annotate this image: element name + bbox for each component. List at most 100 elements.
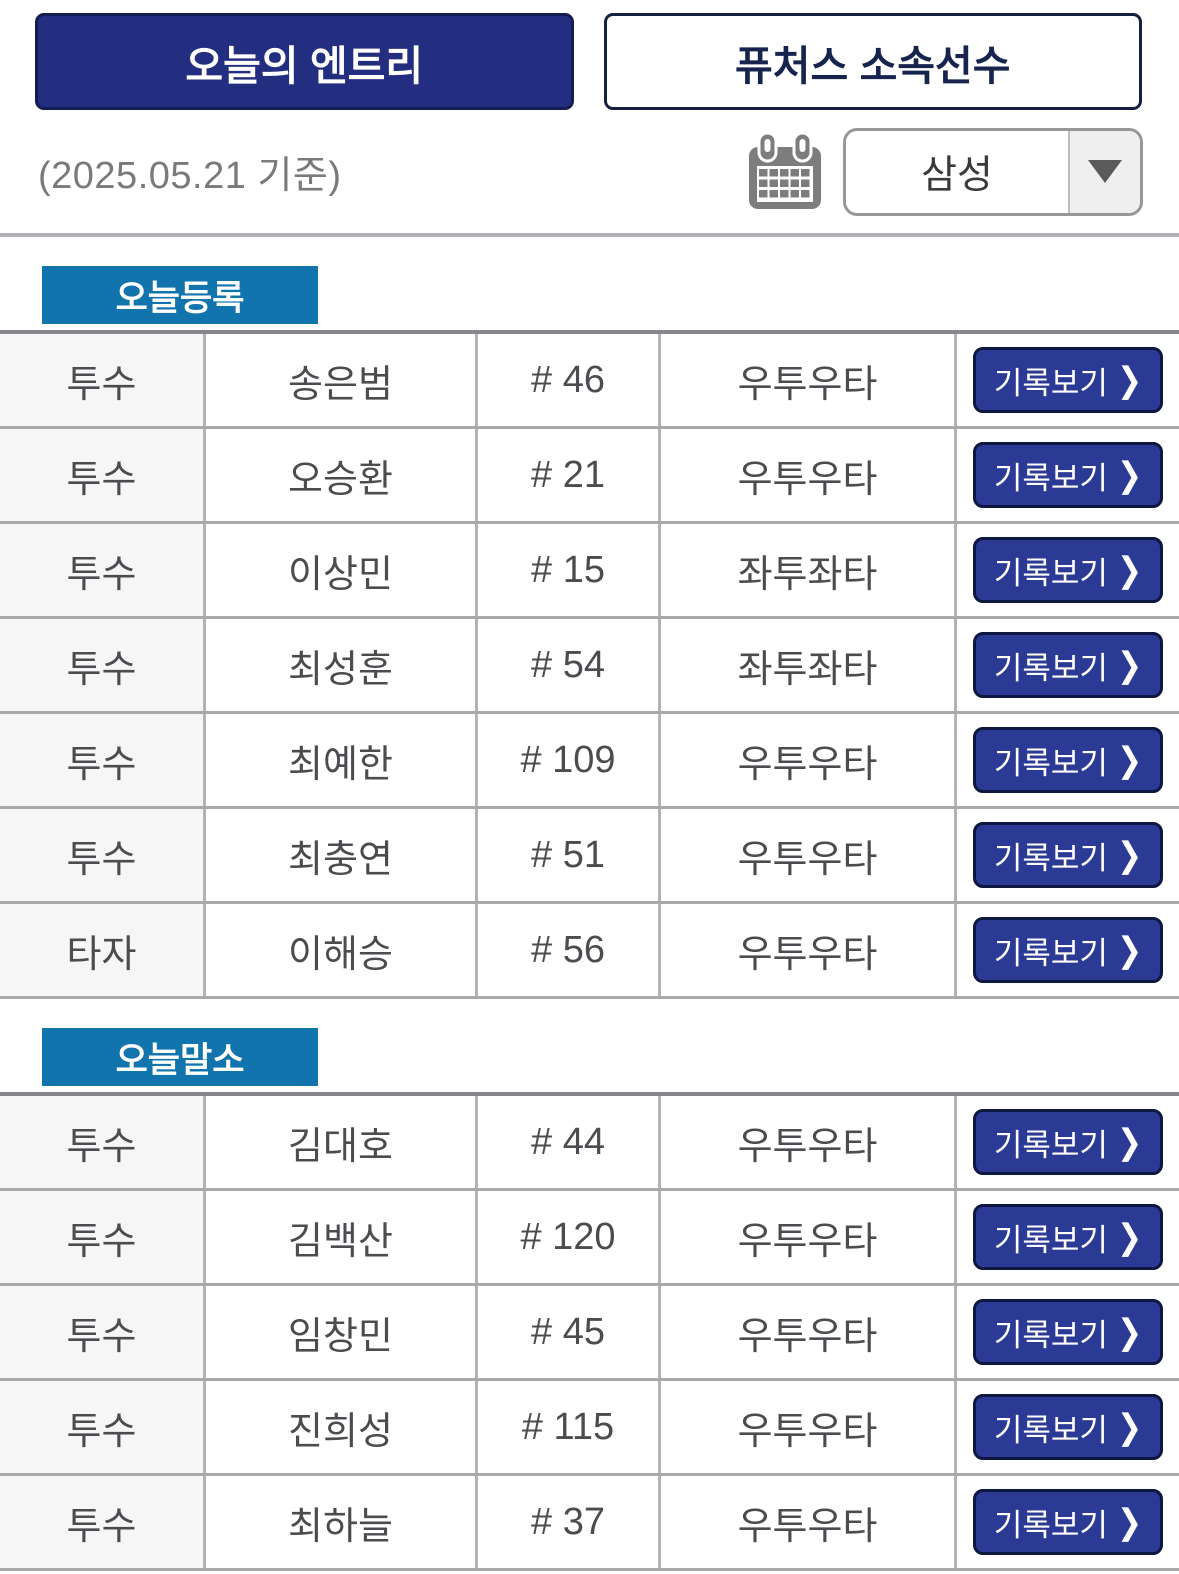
record-cell: 기록보기 ❯ bbox=[957, 1096, 1179, 1188]
record-cell: 기록보기 ❯ bbox=[957, 524, 1179, 616]
player-hands: 우투우타 bbox=[661, 429, 957, 521]
table-row: 투수 송은범 # 46 우투우타 기록보기 ❯ bbox=[0, 334, 1179, 429]
table-row: 투수 최하늘 # 37 우투우타 기록보기 ❯ bbox=[0, 1476, 1179, 1571]
player-hands: 우투우타 bbox=[661, 1381, 957, 1473]
player-position: 투수 bbox=[0, 714, 206, 806]
player-hands: 우투우타 bbox=[661, 1191, 957, 1283]
tab-today-entry[interactable]: 오늘의 엔트리 bbox=[35, 13, 574, 110]
chevron-right-icon: ❯ bbox=[1116, 1218, 1143, 1256]
record-view-button[interactable]: 기록보기 ❯ bbox=[973, 1109, 1163, 1175]
player-hands: 우투우타 bbox=[661, 1476, 957, 1568]
record-cell: 기록보기 ❯ bbox=[957, 619, 1179, 711]
chevron-right-icon: ❯ bbox=[1116, 646, 1143, 684]
player-position: 투수 bbox=[0, 1476, 206, 1568]
player-hands: 우투우타 bbox=[661, 714, 957, 806]
record-cell: 기록보기 ❯ bbox=[957, 1286, 1179, 1378]
record-view-label: 기록보기 bbox=[993, 365, 1108, 401]
table-row: 투수 진희성 # 115 우투우타 기록보기 ❯ bbox=[0, 1381, 1179, 1476]
chevron-down-icon bbox=[1088, 160, 1122, 183]
player-number: # 21 bbox=[478, 429, 661, 521]
record-view-button[interactable]: 기록보기 ❯ bbox=[973, 632, 1163, 698]
date-note: (2025.05.21 기준) bbox=[38, 155, 342, 197]
calendar-icon[interactable] bbox=[743, 131, 827, 213]
table-row: 투수 김대호 # 44 우투우타 기록보기 ❯ bbox=[0, 1096, 1179, 1191]
player-position: 투수 bbox=[0, 429, 206, 521]
section-badge: 오늘등록 bbox=[42, 266, 318, 324]
player-hands: 좌투좌타 bbox=[661, 619, 957, 711]
player-name: 임창민 bbox=[206, 1286, 478, 1378]
record-view-button[interactable]: 기록보기 ❯ bbox=[973, 1204, 1163, 1270]
chevron-right-icon: ❯ bbox=[1116, 741, 1143, 779]
record-view-label: 기록보기 bbox=[993, 1412, 1108, 1448]
record-view-label: 기록보기 bbox=[993, 460, 1108, 496]
record-view-button[interactable]: 기록보기 ❯ bbox=[973, 822, 1163, 888]
table-row: 투수 이상민 # 15 좌투좌타 기록보기 ❯ bbox=[0, 524, 1179, 619]
table-row: 타자 이해승 # 56 우투우타 기록보기 ❯ bbox=[0, 904, 1179, 999]
chevron-right-icon: ❯ bbox=[1116, 1123, 1143, 1161]
player-hands: 우투우타 bbox=[661, 334, 957, 426]
roster-section: 오늘등록 투수 송은범 # 46 우투우타 기록보기 ❯ 투수 오승환 # 21… bbox=[0, 266, 1179, 999]
player-position: 투수 bbox=[0, 619, 206, 711]
record-view-label: 기록보기 bbox=[993, 840, 1108, 876]
player-name: 송은범 bbox=[206, 334, 478, 426]
chevron-right-icon: ❯ bbox=[1116, 931, 1143, 969]
chevron-right-icon: ❯ bbox=[1116, 456, 1143, 494]
header-row: (2025.05.21 기준) 삼성 bbox=[0, 110, 1179, 233]
record-view-label: 기록보기 bbox=[993, 650, 1108, 686]
player-name: 오승환 bbox=[206, 429, 478, 521]
record-cell: 기록보기 ❯ bbox=[957, 1381, 1179, 1473]
record-view-label: 기록보기 bbox=[993, 935, 1108, 971]
player-name: 이해승 bbox=[206, 904, 478, 996]
record-view-button[interactable]: 기록보기 ❯ bbox=[973, 1489, 1163, 1555]
record-cell: 기록보기 ❯ bbox=[957, 1191, 1179, 1283]
record-view-button[interactable]: 기록보기 ❯ bbox=[973, 537, 1163, 603]
player-number: # 46 bbox=[478, 334, 661, 426]
roster-section: 오늘말소 투수 김대호 # 44 우투우타 기록보기 ❯ 투수 김백산 # 12… bbox=[0, 1028, 1179, 1571]
record-view-label: 기록보기 bbox=[993, 1317, 1108, 1353]
record-view-label: 기록보기 bbox=[993, 745, 1108, 781]
table-row: 투수 최성훈 # 54 좌투좌타 기록보기 ❯ bbox=[0, 619, 1179, 714]
player-position: 투수 bbox=[0, 1191, 206, 1283]
tab-bar: 오늘의 엔트리 퓨처스 소속선수 bbox=[0, 0, 1179, 110]
record-cell: 기록보기 ❯ bbox=[957, 429, 1179, 521]
record-view-button[interactable]: 기록보기 ❯ bbox=[973, 442, 1163, 508]
player-position: 투수 bbox=[0, 1096, 206, 1188]
chevron-right-icon: ❯ bbox=[1116, 1313, 1143, 1351]
chevron-right-icon: ❯ bbox=[1116, 1408, 1143, 1446]
team-select-arrow-area[interactable] bbox=[1068, 130, 1140, 213]
record-cell: 기록보기 ❯ bbox=[957, 1476, 1179, 1568]
player-position: 투수 bbox=[0, 1286, 206, 1378]
header-divider bbox=[0, 233, 1179, 237]
player-position: 투수 bbox=[0, 809, 206, 901]
player-number: # 51 bbox=[478, 809, 661, 901]
player-number: # 109 bbox=[478, 714, 661, 806]
table-row: 투수 오승환 # 21 우투우타 기록보기 ❯ bbox=[0, 429, 1179, 524]
record-view-label: 기록보기 bbox=[993, 1507, 1108, 1543]
record-view-button[interactable]: 기록보기 ❯ bbox=[973, 1394, 1163, 1460]
player-hands: 우투우타 bbox=[661, 1096, 957, 1188]
player-number: # 54 bbox=[478, 619, 661, 711]
record-view-button[interactable]: 기록보기 ❯ bbox=[973, 1299, 1163, 1365]
chevron-right-icon: ❯ bbox=[1116, 361, 1143, 399]
record-view-button[interactable]: 기록보기 ❯ bbox=[973, 347, 1163, 413]
roster-table: 투수 송은범 # 46 우투우타 기록보기 ❯ 투수 오승환 # 21 우투우타… bbox=[0, 330, 1179, 999]
player-name: 최하늘 bbox=[206, 1476, 478, 1568]
record-view-button[interactable]: 기록보기 ❯ bbox=[973, 917, 1163, 983]
record-view-label: 기록보기 bbox=[993, 555, 1108, 591]
record-view-label: 기록보기 bbox=[993, 1127, 1108, 1163]
player-number: # 56 bbox=[478, 904, 661, 996]
record-cell: 기록보기 ❯ bbox=[957, 904, 1179, 996]
player-number: # 15 bbox=[478, 524, 661, 616]
player-name: 최충연 bbox=[206, 809, 478, 901]
player-name: 진희성 bbox=[206, 1381, 478, 1473]
sections: 오늘등록 투수 송은범 # 46 우투우타 기록보기 ❯ 투수 오승환 # 21… bbox=[0, 266, 1179, 1571]
player-position: 타자 bbox=[0, 904, 206, 996]
player-position: 투수 bbox=[0, 524, 206, 616]
player-position: 투수 bbox=[0, 334, 206, 426]
roster-table: 투수 김대호 # 44 우투우타 기록보기 ❯ 투수 김백산 # 120 우투우… bbox=[0, 1092, 1179, 1571]
player-number: # 37 bbox=[478, 1476, 661, 1568]
record-view-button[interactable]: 기록보기 ❯ bbox=[973, 727, 1163, 793]
player-number: # 120 bbox=[478, 1191, 661, 1283]
team-select[interactable]: 삼성 bbox=[843, 127, 1143, 216]
tab-futures-players[interactable]: 퓨처스 소속선수 bbox=[603, 13, 1142, 110]
